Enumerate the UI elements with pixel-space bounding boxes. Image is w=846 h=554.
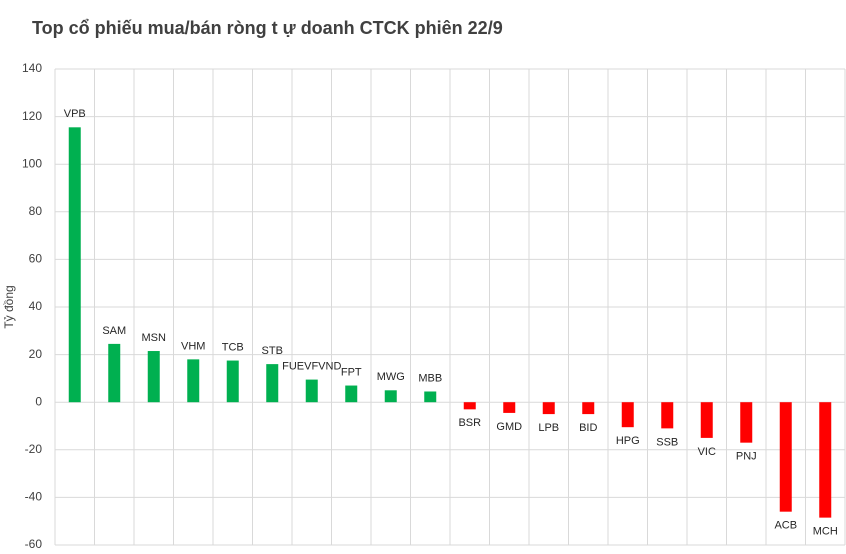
bar — [779, 402, 792, 512]
category-label: HPG — [616, 435, 640, 447]
bar — [384, 390, 397, 403]
bar — [187, 359, 200, 403]
category-label: BID — [579, 422, 597, 434]
category-label: BSR — [458, 417, 481, 429]
category-label: MWG — [377, 371, 405, 383]
category-label: LPB — [538, 422, 559, 434]
category-label: FUEVFVND — [282, 360, 341, 372]
category-label: VIC — [698, 446, 716, 458]
bar — [582, 402, 595, 415]
category-label: MCH — [813, 526, 838, 538]
y-tick-label: -60 — [25, 537, 43, 551]
category-label: VHM — [181, 340, 205, 352]
y-tick-label: 40 — [29, 299, 43, 313]
category-label: MSN — [142, 332, 167, 344]
category-label: SSB — [656, 436, 678, 448]
bar — [424, 391, 437, 403]
y-tick-label: 120 — [22, 109, 42, 123]
bar — [305, 379, 318, 403]
category-label: PNJ — [736, 451, 757, 463]
bar — [503, 402, 516, 413]
bar — [68, 127, 81, 403]
y-tick-label: 60 — [29, 252, 43, 266]
y-tick-label: 20 — [29, 347, 43, 361]
bar — [463, 402, 476, 410]
category-label: TCB — [222, 341, 244, 353]
bar — [345, 385, 358, 403]
bar — [266, 364, 279, 403]
y-tick-label: 0 — [35, 394, 42, 408]
y-tick-label: 100 — [22, 156, 42, 170]
category-label: ACB — [774, 520, 797, 532]
bar — [226, 360, 239, 403]
bar — [147, 351, 160, 403]
y-tick-label: 140 — [22, 61, 42, 75]
category-label: SAM — [102, 325, 126, 337]
chart-title: Top cổ phiếu mua/bán ròng t ự doanh CTCK… — [32, 18, 503, 38]
category-label: GMD — [496, 421, 522, 433]
y-axis-title: Tỷ đồng — [2, 285, 16, 328]
category-label: FPT — [341, 366, 362, 378]
bar — [700, 402, 713, 438]
bar — [108, 343, 121, 403]
y-tick-label: 80 — [29, 204, 43, 218]
y-tick-label: -20 — [25, 442, 43, 456]
y-tick-label: -40 — [25, 490, 43, 504]
bar — [661, 402, 674, 429]
category-label: MBB — [418, 372, 442, 384]
category-label: STB — [262, 345, 283, 357]
bar — [819, 402, 832, 518]
bar — [740, 402, 753, 443]
bar — [542, 402, 555, 415]
bar — [621, 402, 634, 428]
category-label: VPB — [64, 108, 86, 120]
